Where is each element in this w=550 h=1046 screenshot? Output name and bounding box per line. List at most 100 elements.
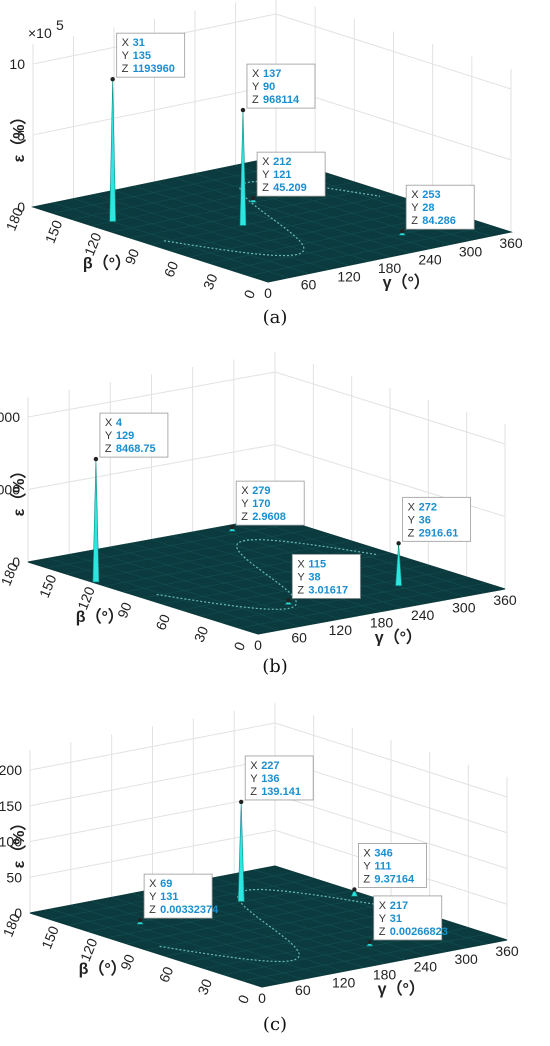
z-tick-label: 10000 xyxy=(0,409,20,425)
mesh-line xyxy=(66,528,314,575)
datatip-key: Z xyxy=(252,94,259,106)
mesh-line xyxy=(126,896,372,945)
mesh-line xyxy=(150,194,394,245)
x-tick-label: 300 xyxy=(454,951,478,967)
x-tick-label: 0 xyxy=(264,285,272,301)
x-tick-label: 240 xyxy=(418,252,442,268)
datatip-value: 0.00332374 xyxy=(160,904,219,916)
datatip-value: 8468.75 xyxy=(116,443,156,455)
y-tick-label: 30 xyxy=(194,976,215,997)
datatip-marker xyxy=(230,524,235,530)
y-tick-label: 150 xyxy=(36,572,60,600)
datatip-box xyxy=(143,873,213,919)
x-tick-label: 60 xyxy=(291,630,307,646)
datatip-key: Y xyxy=(262,169,270,181)
datatip-key: Y xyxy=(252,81,260,93)
x-tick-label: 240 xyxy=(414,959,438,975)
datatip-key: Z xyxy=(241,511,248,523)
y-axis-label: β（°） xyxy=(76,608,124,626)
datatip-value: 31 xyxy=(390,913,402,925)
datatip-key: Z xyxy=(379,926,386,938)
datatip-value: 135 xyxy=(133,50,151,62)
datatip-key: Z xyxy=(297,584,304,596)
z-exponent-power: 5 xyxy=(56,17,64,33)
datatip: X 31Y 135 Z 1193960 xyxy=(116,32,186,78)
data-spike xyxy=(239,110,247,226)
z-tick-label: 0 xyxy=(12,554,20,570)
datatip-key: X xyxy=(122,37,130,49)
y-axis-label: β（°） xyxy=(83,254,131,272)
mesh-line xyxy=(47,522,295,569)
datatip-value: 111 xyxy=(374,860,391,872)
z-tick-label: 0 xyxy=(17,199,25,215)
x-tick-label: 120 xyxy=(332,974,356,990)
mesh-line xyxy=(165,908,411,957)
surface-ridge xyxy=(159,888,378,963)
data-spike xyxy=(350,888,358,897)
datatip-value: 253 xyxy=(422,189,440,201)
datatip-marker xyxy=(93,456,99,462)
datatip-value: 84.286 xyxy=(422,215,456,227)
datatip-value: 131 xyxy=(160,891,178,903)
datatip-key: Y xyxy=(408,514,416,526)
y-tick-label: 60 xyxy=(152,612,173,633)
mesh-line xyxy=(238,582,486,629)
datatip-value: 217 xyxy=(390,900,408,912)
datatip-key: X xyxy=(408,501,416,513)
x-tick-label: 360 xyxy=(493,592,517,608)
datatip-value: 170 xyxy=(252,498,270,510)
z-tick-label: 150 xyxy=(0,798,22,814)
mesh-line xyxy=(104,540,352,587)
datatip-value: 69 xyxy=(160,878,172,890)
grid-walls xyxy=(27,352,506,590)
datatip-key: Z xyxy=(105,443,112,455)
datatip-marker xyxy=(352,887,357,892)
datatip-value: 272 xyxy=(419,501,437,513)
mesh-line xyxy=(261,939,508,988)
x-tick-label: 300 xyxy=(452,600,476,616)
datatip-value: 121 xyxy=(273,169,291,181)
datatip-key: Y xyxy=(250,773,258,785)
z-tick-label: 0 xyxy=(14,905,22,921)
y-tick-label: 0 xyxy=(234,992,252,1005)
datatip-marker xyxy=(286,598,291,603)
datatip-marker xyxy=(396,541,401,546)
z-tick-label: 50 xyxy=(6,869,22,885)
datatip-marker xyxy=(240,107,246,113)
mesh-line xyxy=(27,516,276,563)
y-tick-label: 120 xyxy=(77,936,101,964)
datatip-value: 139.141 xyxy=(261,786,301,798)
data-spike xyxy=(109,79,116,222)
datatip-key: Z xyxy=(262,182,269,194)
datatip-value: 3.01617 xyxy=(308,584,348,596)
datatip-key: Z xyxy=(250,786,257,798)
y-tick-label: 60 xyxy=(161,259,182,280)
y-tick-label: 90 xyxy=(117,952,138,973)
x-tick-label: 0 xyxy=(258,990,266,1006)
datatip-value: 36 xyxy=(419,514,431,526)
datatip-key: Y xyxy=(411,202,419,214)
datatip-key: Z xyxy=(411,215,418,227)
datatip-box xyxy=(235,480,305,526)
x-tick-label: 300 xyxy=(459,243,483,259)
datatip-box xyxy=(402,496,472,542)
datatip-box xyxy=(405,184,475,230)
datatip-marker xyxy=(137,917,143,923)
datatip-value: 968114 xyxy=(263,94,300,106)
datatip-box xyxy=(358,843,427,888)
y-tick-label: 90 xyxy=(114,600,135,621)
mesh-line xyxy=(248,225,492,277)
datatip: X 69Y 131 Z 0.00332374 xyxy=(143,873,219,919)
x-tick-label: 360 xyxy=(495,943,519,959)
datatip-key: Y xyxy=(363,860,371,872)
datatip-box xyxy=(99,412,169,458)
y-tick-label: 120 xyxy=(74,584,98,612)
z-tick-label: 5000 xyxy=(0,482,20,498)
data-spike xyxy=(237,801,245,902)
datatip-key: X xyxy=(297,558,305,570)
datatip-marker xyxy=(238,799,244,805)
